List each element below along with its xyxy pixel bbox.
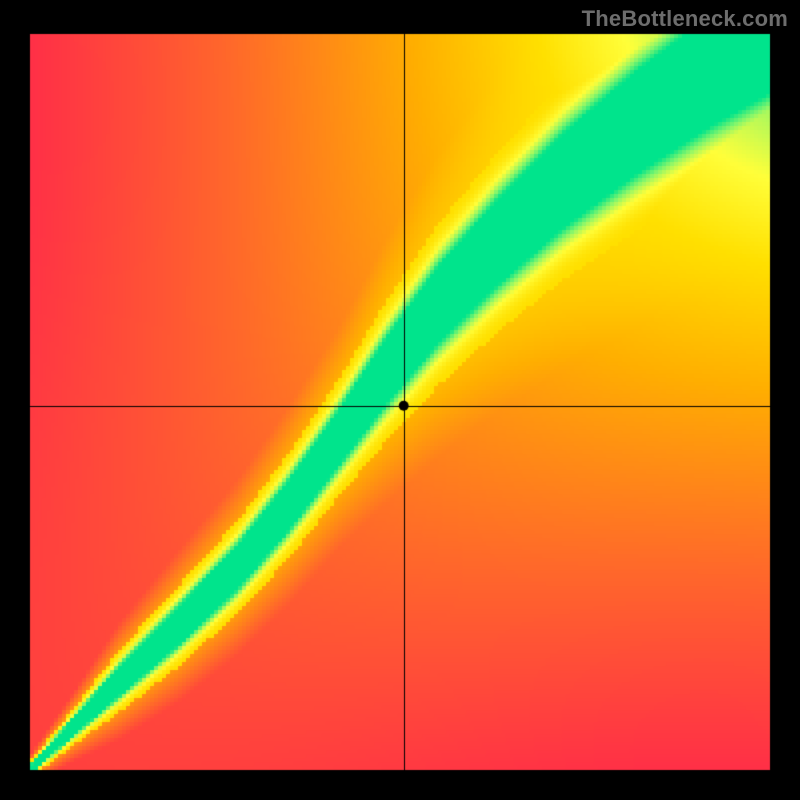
- watermark-text: TheBottleneck.com: [582, 6, 788, 32]
- heatmap-canvas: [0, 0, 800, 800]
- chart-container: TheBottleneck.com: [0, 0, 800, 800]
